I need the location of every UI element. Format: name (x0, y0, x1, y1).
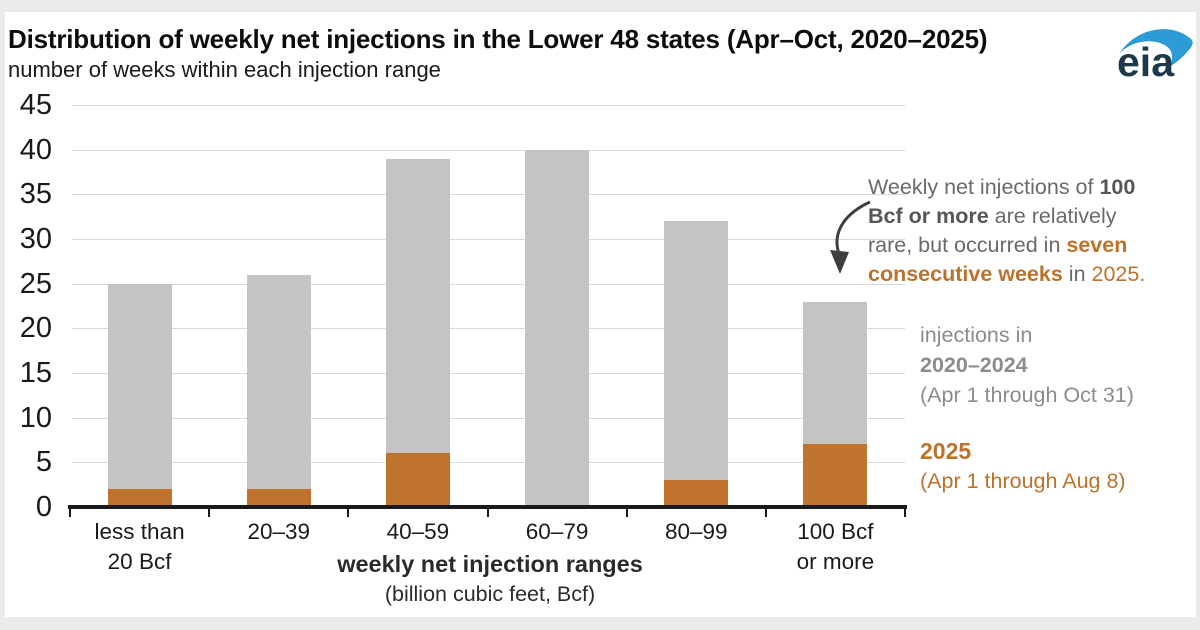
x-axis-title: weekly net injection ranges (billion cub… (190, 549, 790, 608)
y-axis-tick-label: 35 (19, 178, 52, 211)
frame-top (0, 0, 1200, 12)
x-axis-title-main: weekly net injection ranges (337, 551, 643, 577)
annotation-segment: Bcf or more (868, 203, 989, 228)
annotation-segment: rare, but occurred in (868, 232, 1067, 257)
eia-logo-text: eia (1117, 39, 1175, 82)
y-axis-tick-label: 45 (19, 89, 52, 121)
legend-2025: 2025 (Apr 1 through Aug 8) (920, 436, 1126, 496)
x-axis-category-label-line: or more (796, 549, 875, 574)
x-axis-category-label-line: 20 Bcf (107, 549, 172, 574)
gridline (72, 462, 905, 464)
x-axis-tick (904, 507, 906, 517)
x-axis-category-label-line: 80–99 (664, 519, 728, 544)
bar-segment-2020-2024 (246, 274, 311, 490)
annotation-segment: 2025. (1091, 261, 1146, 286)
bar-segment-2020-2024 (803, 301, 868, 445)
x-axis-category-label-line: 20–39 (247, 519, 311, 544)
gridline (72, 149, 905, 151)
gridline (72, 328, 905, 330)
legend-2020-2024: injections in 2020–2024 (Apr 1 through O… (920, 320, 1134, 410)
x-axis-tick (486, 507, 489, 517)
bar-segment-2020-2024 (107, 283, 172, 490)
bar-segment-2025 (385, 453, 450, 507)
y-axis-tick-label: 0 (35, 491, 52, 523)
x-axis-tick (625, 507, 628, 517)
bar-segment-2020-2024 (525, 149, 590, 507)
gridline (72, 417, 905, 419)
annotation-segment: seven (1066, 232, 1128, 257)
annotation-segment: Weekly net injections of (868, 174, 1100, 199)
gridline (72, 283, 905, 285)
x-axis-title-units: (billion cubic feet, Bcf) (384, 582, 596, 606)
annotation-segment: are relatively (988, 203, 1117, 228)
frame-right (1196, 12, 1200, 617)
x-axis-category-label-line: 60–79 (525, 519, 589, 544)
annotation-segment: consecutive weeks (868, 261, 1063, 286)
legend-gray-line3: (Apr 1 through Oct 31) (920, 383, 1134, 407)
x-axis-category-label: 60–79 (487, 517, 627, 547)
y-axis-tick-label: 20 (19, 312, 52, 345)
annotation-arrow-icon (830, 200, 871, 274)
x-axis-tick (208, 507, 211, 517)
x-axis-category-label-line: 100 Bcf (797, 519, 874, 544)
eia-swoosh-icon (1119, 29, 1193, 67)
eia-logo: eia (1117, 29, 1193, 82)
x-axis-category-label: less than 20 Bcf (70, 517, 210, 577)
x-axis-category-label: 80–99 (626, 517, 766, 547)
x-axis-category-label: 40–59 (348, 517, 488, 547)
y-axis-tick-label: 25 (19, 267, 52, 300)
y-axis-tick-label: 40 (19, 133, 52, 166)
bar-segment-2025 (107, 489, 172, 507)
bar-segment-2025 (803, 444, 868, 507)
x-axis-category-label-line: less than (94, 519, 185, 544)
legend-gray-line1: injections in (920, 323, 1033, 347)
frame-left (0, 12, 5, 617)
x-axis-tick (347, 507, 350, 517)
y-axis-tick-label: 10 (19, 401, 52, 434)
bar-segment-2020-2024 (385, 158, 450, 454)
y-axis-tick-label: 5 (35, 446, 52, 479)
bar-segment-2020-2024 (664, 221, 729, 481)
legend-orange-line1: 2025 (920, 438, 972, 464)
x-axis-category-label-line: 40–59 (386, 519, 450, 544)
x-axis-category-label: 20–39 (209, 517, 349, 547)
gridline (72, 194, 905, 196)
annotation-text: Weekly net injections of 100 Bcf or more … (868, 173, 1200, 289)
frame-bottom (0, 617, 1200, 630)
chart-title: Distribution of weekly net injections in… (8, 24, 988, 54)
legend-orange-line2: (Apr 1 through Aug 8) (920, 469, 1126, 493)
x-axis-tick (69, 507, 71, 517)
annotation-segment: in (1062, 261, 1092, 286)
chart-subtitle: number of weeks within each injection ra… (8, 57, 441, 82)
gridline (72, 239, 905, 240)
gridline (72, 105, 905, 106)
bar-segment-2025 (246, 489, 311, 507)
bar-segment-2025 (664, 480, 729, 507)
gridline (72, 373, 905, 374)
x-axis-category-label: 100 Bcf or more (765, 517, 905, 577)
y-axis-tick-label: 15 (19, 357, 52, 389)
y-axis-tick-label: 30 (19, 223, 52, 255)
annotation-segment: 100 (1099, 174, 1136, 199)
legend-gray-line2: 2020–2024 (920, 353, 1028, 377)
x-axis-tick (764, 507, 767, 517)
